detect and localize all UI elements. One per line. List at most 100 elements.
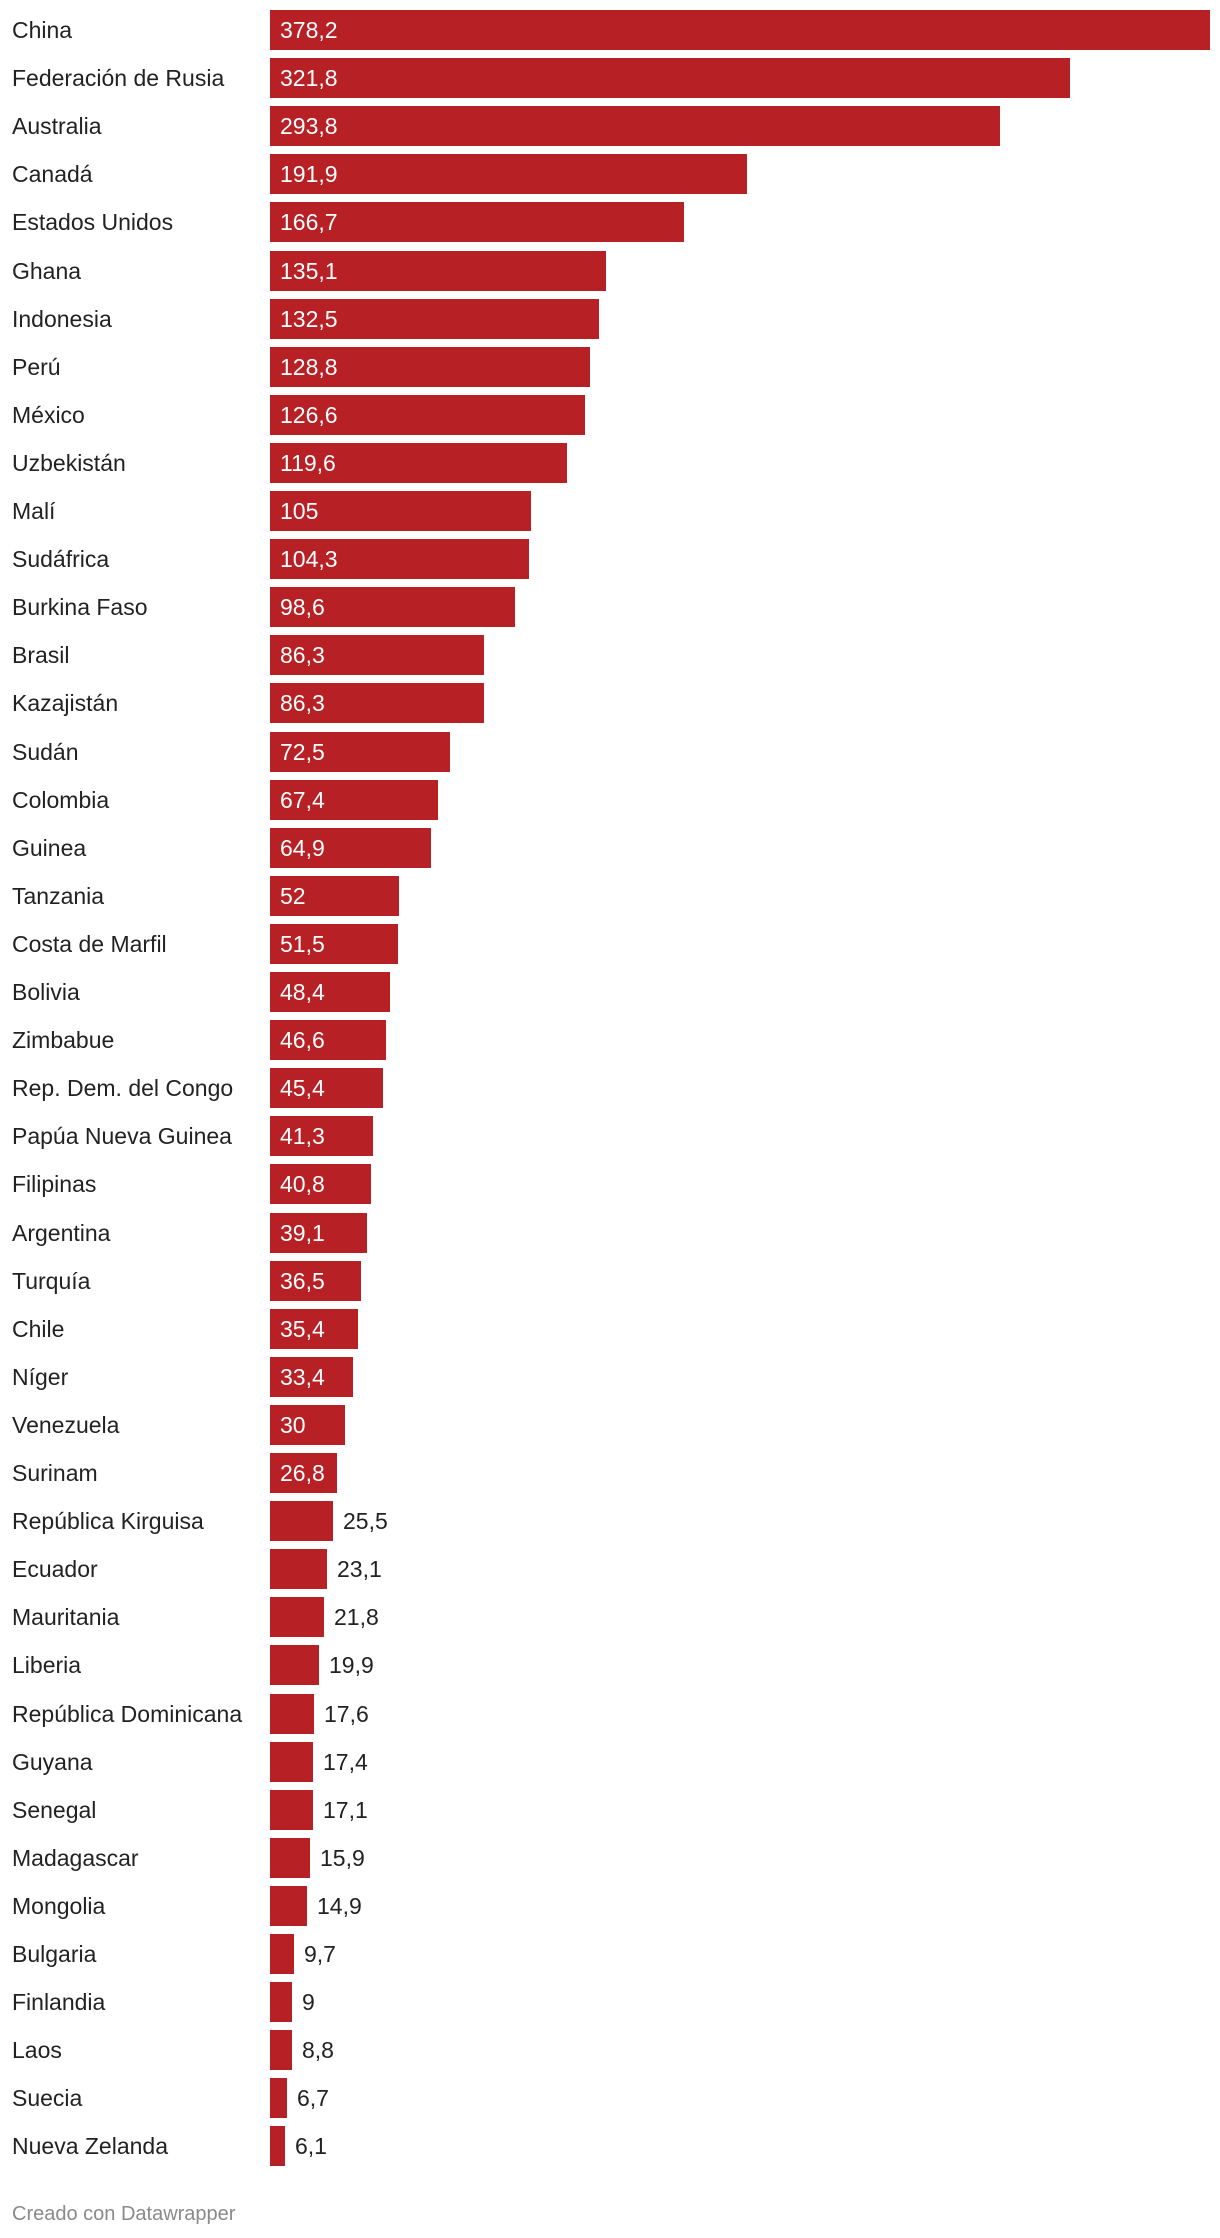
bar [270, 1790, 313, 1830]
value-label: 33,4 [280, 1364, 325, 1390]
category-label: Guinea [12, 835, 87, 861]
bar [270, 587, 515, 627]
value-label: 119,6 [280, 450, 336, 476]
category-label: Australia [12, 113, 102, 139]
value-label: 6,7 [297, 2085, 329, 2111]
credit-footer: Creado con Datawrapper [12, 2203, 236, 2225]
category-label: Rep. Dem. del Congo [12, 1075, 234, 1101]
bar [270, 1838, 310, 1878]
bar [270, 443, 567, 483]
category-label: Canadá [12, 161, 93, 187]
value-label: 21,8 [334, 1604, 379, 1630]
bar [270, 1405, 345, 1445]
category-label: Costa de Marfil [12, 931, 167, 957]
value-label: 41,3 [280, 1123, 325, 1149]
value-label: 72,5 [280, 739, 325, 765]
category-label: Perú [12, 354, 61, 380]
value-label: 67,4 [280, 787, 325, 813]
category-label: México [12, 402, 85, 428]
value-label: 26,8 [280, 1460, 325, 1486]
value-label: 51,5 [280, 931, 325, 957]
category-label: Surinam [12, 1460, 98, 1486]
category-label: Suecia [12, 2085, 83, 2111]
value-label: 8,8 [302, 2037, 334, 2063]
value-label: 36,5 [280, 1268, 325, 1294]
bar [270, 1261, 361, 1301]
category-label: Níger [12, 1364, 69, 1390]
bar [270, 1213, 367, 1253]
category-label: Liberia [12, 1652, 82, 1678]
value-label: 135,1 [280, 258, 338, 284]
value-label: 39,1 [280, 1220, 325, 1246]
category-label: Malí [12, 498, 56, 524]
bar [270, 1597, 324, 1637]
value-label: 64,9 [280, 835, 325, 861]
category-label: Burkina Faso [12, 594, 148, 620]
bar [270, 1982, 292, 2022]
value-label: 128,8 [280, 354, 338, 380]
value-label: 86,3 [280, 690, 325, 716]
bar [270, 2078, 287, 2118]
value-label: 25,5 [343, 1508, 388, 1534]
bar [270, 1309, 358, 1349]
value-label: 9 [302, 1989, 315, 2015]
category-label: Estados Unidos [12, 209, 174, 235]
value-label: 48,4 [280, 979, 325, 1005]
category-label: Venezuela [12, 1412, 120, 1438]
bar [270, 58, 1070, 98]
bar [270, 1934, 294, 1974]
category-label: Sudáfrica [12, 546, 110, 572]
category-label: Uzbekistán [12, 450, 126, 476]
value-label: 378,2 [280, 17, 338, 43]
bar [270, 2126, 285, 2166]
category-label: Guyana [12, 1749, 93, 1775]
bar [270, 1453, 337, 1493]
bar [270, 1116, 373, 1156]
value-label: 23,1 [337, 1556, 382, 1582]
category-label: Kazajistán [12, 690, 119, 716]
category-label: Sudán [12, 739, 79, 765]
bar [270, 491, 531, 531]
category-label: Argentina [12, 1220, 111, 1246]
value-label: 191,9 [280, 161, 338, 187]
category-label: República Dominicana [12, 1701, 243, 1727]
category-label: Mongolia [12, 1893, 106, 1919]
bar [270, 876, 399, 916]
bar [270, 1501, 333, 1541]
category-label: Brasil [12, 642, 70, 668]
category-label: Bolivia [12, 979, 80, 1005]
bar [270, 683, 484, 723]
value-label: 35,4 [280, 1316, 325, 1342]
category-label: Finlandia [12, 1989, 106, 2015]
value-label: 86,3 [280, 642, 325, 668]
value-label: 104,3 [280, 546, 338, 572]
bar [270, 1742, 313, 1782]
category-label: República Kirguisa [12, 1508, 204, 1534]
category-label: Ecuador [12, 1556, 98, 1582]
bar [270, 154, 747, 194]
value-label: 166,7 [280, 209, 338, 235]
category-label: Federación de Rusia [12, 65, 225, 91]
category-label: Mauritania [12, 1604, 120, 1630]
category-label: Colombia [12, 787, 110, 813]
bar [270, 2030, 292, 2070]
bar [270, 1020, 386, 1060]
category-label: Senegal [12, 1797, 97, 1823]
bar [270, 1549, 327, 1589]
bar [270, 106, 1000, 146]
value-label: 126,6 [280, 402, 338, 428]
bar [270, 202, 684, 242]
value-label: 30 [280, 1412, 306, 1438]
value-label: 6,1 [295, 2133, 327, 2159]
category-label: Indonesia [12, 306, 112, 332]
value-label: 17,6 [324, 1701, 369, 1727]
bar [270, 635, 484, 675]
bar [270, 251, 606, 291]
bar [270, 1886, 307, 1926]
value-label: 98,6 [280, 594, 325, 620]
bar [270, 1694, 314, 1734]
bar [270, 10, 1210, 50]
value-label: 9,7 [304, 1941, 336, 1967]
category-label: Nueva Zelanda [12, 2133, 168, 2159]
